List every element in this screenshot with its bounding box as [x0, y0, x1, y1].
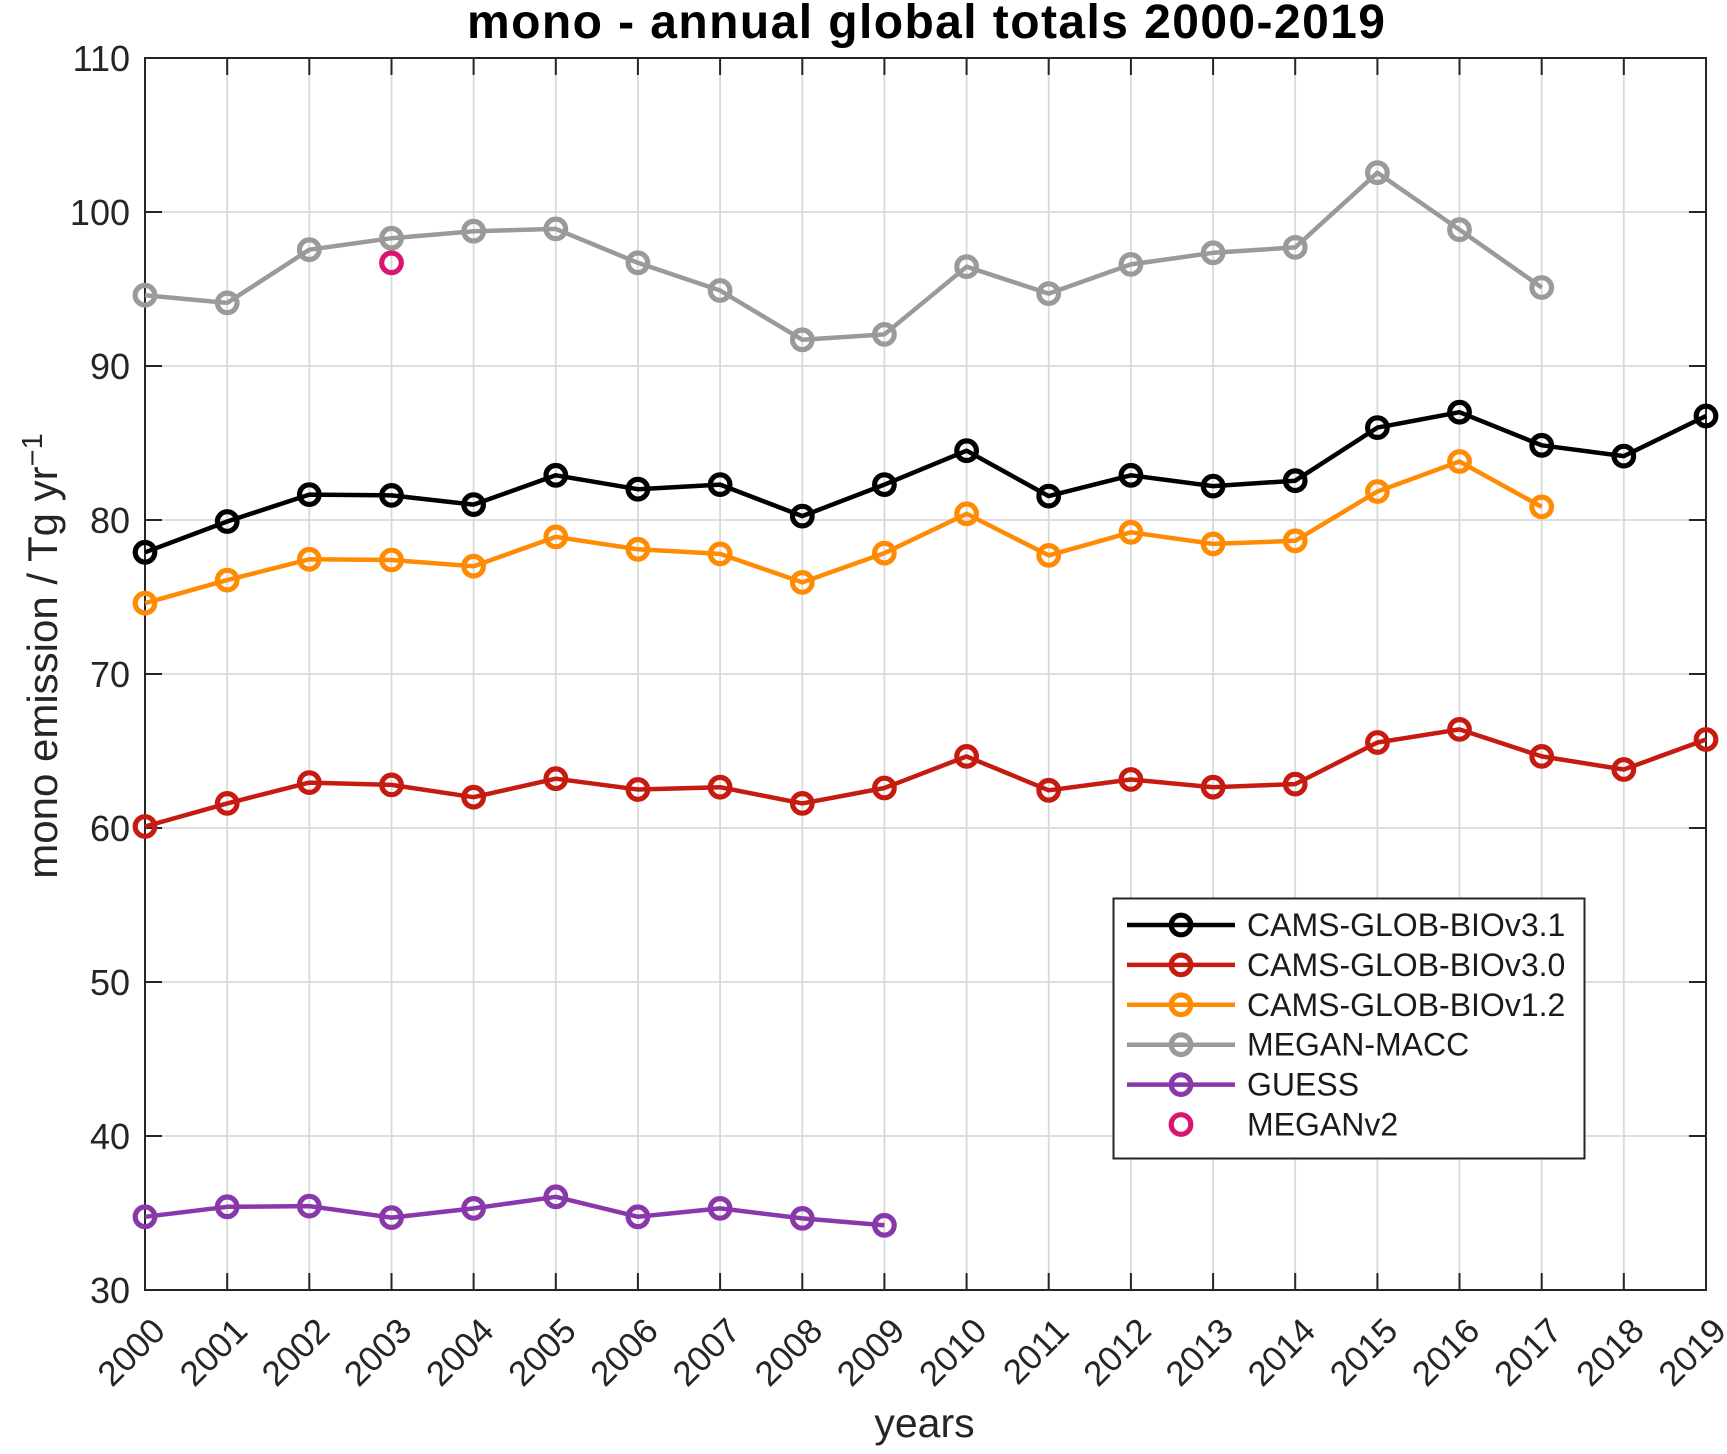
- svg-text:60: 60: [90, 808, 130, 849]
- svg-text:40: 40: [90, 1116, 130, 1157]
- svg-text:100: 100: [70, 192, 130, 233]
- svg-text:110: 110: [73, 38, 130, 79]
- svg-text:80: 80: [90, 500, 130, 541]
- svg-text:mono - annual global totals 20: mono - annual global totals 2000-2019: [467, 0, 1385, 49]
- svg-text:30: 30: [90, 1270, 130, 1311]
- svg-text:70: 70: [90, 654, 130, 695]
- svg-text:years: years: [874, 1400, 974, 1446]
- svg-text:mono emission / Tg yr−1: mono emission / Tg yr−1: [17, 433, 66, 878]
- svg-text:MEGANv2: MEGANv2: [1247, 1107, 1398, 1143]
- svg-text:CAMS-GLOB-BIOv3.0: CAMS-GLOB-BIOv3.0: [1247, 947, 1565, 983]
- svg-text:CAMS-GLOB-BIOv1.2: CAMS-GLOB-BIOv1.2: [1247, 987, 1565, 1023]
- svg-text:CAMS-GLOB-BIOv3.1: CAMS-GLOB-BIOv3.1: [1247, 907, 1565, 943]
- svg-text:50: 50: [90, 962, 130, 1003]
- svg-text:MEGAN-MACC: MEGAN-MACC: [1247, 1027, 1469, 1063]
- svg-text:90: 90: [90, 346, 130, 387]
- svg-text:GUESS: GUESS: [1247, 1067, 1359, 1103]
